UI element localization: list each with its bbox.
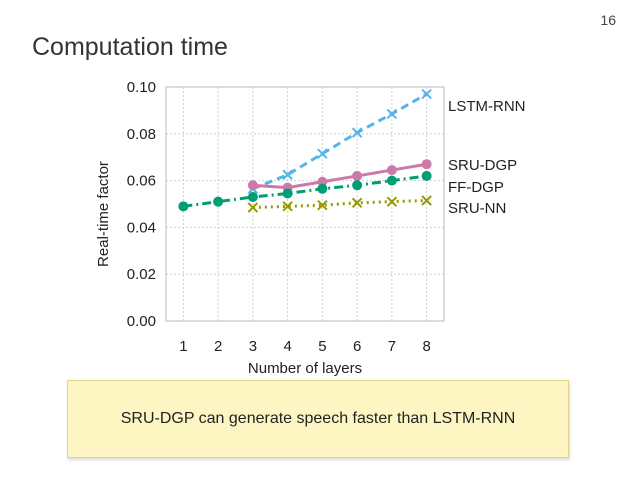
data-point <box>352 180 363 191</box>
data-point <box>247 202 259 213</box>
legend-label: LSTM-RNN <box>448 98 526 115</box>
line-chart: 0.00 0.02 0.04 0.06 0.08 0.10 1 2 3 4 5 6 7 8 Number… <box>95 79 526 377</box>
series-layer <box>178 88 432 213</box>
slide-title: Computation time <box>32 33 228 61</box>
data-point <box>386 165 397 176</box>
plot-frame <box>165 86 445 322</box>
y-tick-label: 0.04 <box>127 219 156 236</box>
y-tick-label: 0.10 <box>127 79 156 96</box>
x-tick-label: 4 <box>283 338 291 355</box>
x-tick-label: 7 <box>388 338 396 355</box>
data-point <box>351 127 363 138</box>
data-point <box>351 197 363 209</box>
callout-text: SRU-DGP can generate speech faster than … <box>120 410 516 427</box>
y-tick-label: 0.02 <box>127 266 156 283</box>
y-tick-label: 0.08 <box>127 126 156 143</box>
series-line <box>183 174 427 208</box>
data-point <box>386 196 398 207</box>
series-line <box>252 162 427 190</box>
x-tick-label: 5 <box>318 338 326 355</box>
series-ff-dgp <box>178 170 432 212</box>
data-point <box>317 148 328 159</box>
x-tick-label: 8 <box>422 338 430 355</box>
data-point <box>247 180 258 191</box>
data-point <box>421 170 432 181</box>
y-tick-label: 0.06 <box>127 173 156 190</box>
x-tick-label: 1 <box>179 338 187 355</box>
data-point <box>352 170 363 181</box>
x-tick-label: 6 <box>353 338 361 355</box>
data-point <box>282 201 293 212</box>
series-sru-dgp <box>247 159 432 193</box>
data-point <box>386 108 398 120</box>
data-point <box>247 191 258 202</box>
page-number: 16 <box>600 12 616 28</box>
legend: LSTM-RNN SRU-DGP FF-DGP SRU-NN <box>448 98 526 217</box>
data-point <box>282 169 293 180</box>
data-point <box>421 88 432 100</box>
data-point <box>421 195 432 206</box>
x-tick-label: 2 <box>214 338 222 355</box>
series-sru-nn <box>247 195 432 213</box>
legend-label: SRU-DGP <box>448 157 517 174</box>
callout-box: SRU-DGP can generate speech faster than … <box>67 380 569 458</box>
data-point <box>317 183 328 194</box>
data-point <box>317 176 328 187</box>
y-tick-labels: 0.00 0.02 0.04 0.06 0.08 0.10 <box>127 79 156 330</box>
legend-label: SRU-NN <box>448 200 506 217</box>
x-tick-label: 3 <box>249 338 257 355</box>
data-point <box>386 175 397 186</box>
y-axis-label: Real-time factor <box>95 161 112 267</box>
data-point <box>282 188 293 199</box>
series-line <box>252 198 427 210</box>
data-point <box>421 159 432 170</box>
series-line <box>252 92 428 191</box>
data-point <box>178 201 189 212</box>
legend-label: FF-DGP <box>448 179 504 196</box>
data-point <box>317 199 328 211</box>
y-tick-label: 0.00 <box>127 313 156 330</box>
data-point <box>213 196 224 207</box>
x-tick-labels: 1 2 3 4 5 6 7 8 <box>179 338 431 355</box>
x-axis-label: Number of layers <box>248 360 362 377</box>
